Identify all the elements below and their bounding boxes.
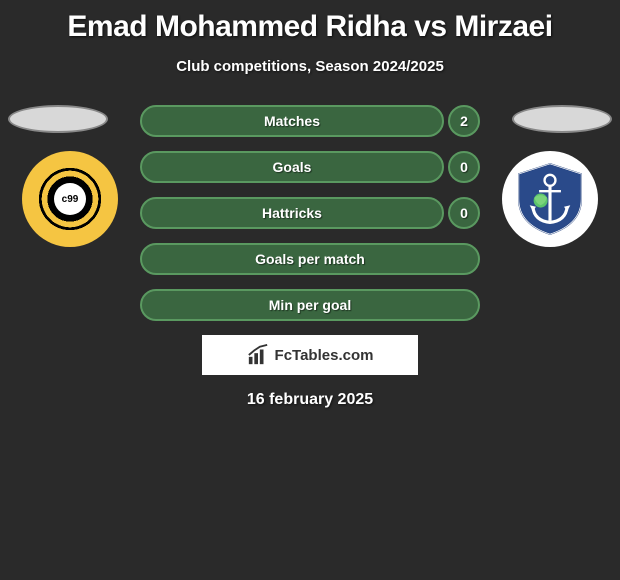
player-marker-left	[8, 105, 108, 133]
stat-row: Hattricks0	[140, 197, 480, 229]
brand-text: FcTables.com	[275, 347, 374, 364]
subtitle: Club competitions, Season 2024/2025	[0, 58, 620, 75]
stat-value: 2	[448, 105, 480, 137]
club-badge-right	[502, 151, 598, 247]
stat-rows: Matches2Goals0Hattricks0Goals per matchM…	[140, 105, 480, 321]
stat-value: 0	[448, 151, 480, 183]
stat-row: Goals0	[140, 151, 480, 183]
anchor-shield-icon	[511, 160, 589, 238]
stat-row: Matches2	[140, 105, 480, 137]
stat-value: 0	[448, 197, 480, 229]
stats-area: c99 Matches2Goals0Hattricks0Goals per ma…	[0, 105, 620, 321]
stat-label: Hattricks	[140, 197, 444, 229]
stat-row: Goals per match	[140, 243, 480, 275]
page-title: Emad Mohammed Ridha vs Mirzaei	[0, 10, 620, 44]
club-badge-left-center: c99	[54, 183, 86, 215]
stat-label: Min per goal	[140, 289, 480, 321]
brand-box: FcTables.com	[202, 335, 418, 375]
club-badge-left: c99	[22, 151, 118, 247]
bar-chart-icon	[247, 344, 269, 366]
player-marker-right	[512, 105, 612, 133]
stat-row: Min per goal	[140, 289, 480, 321]
date-text: 16 february 2025	[0, 391, 620, 409]
stat-label: Goals per match	[140, 243, 480, 275]
comparison-card: Emad Mohammed Ridha vs Mirzaei Club comp…	[0, 0, 620, 419]
stat-label: Matches	[140, 105, 444, 137]
club-badge-left-ring: c99	[30, 159, 110, 239]
stat-label: Goals	[140, 151, 444, 183]
